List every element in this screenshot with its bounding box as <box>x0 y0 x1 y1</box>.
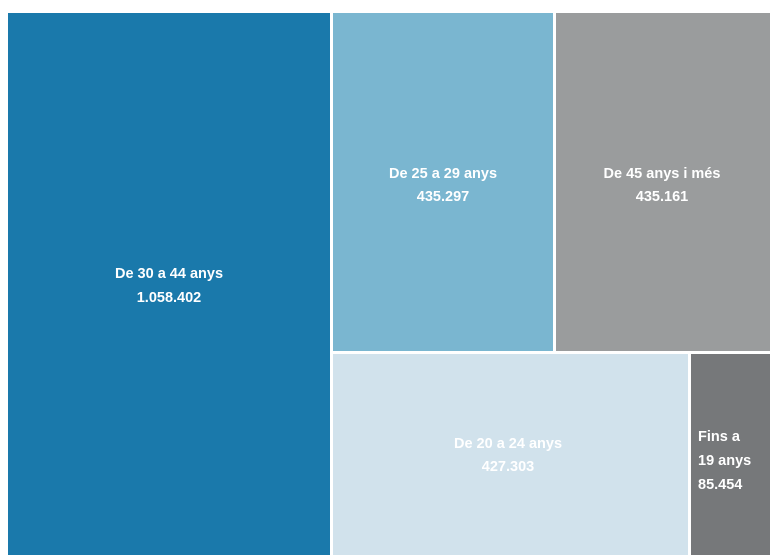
tile-value: 427.303 <box>482 459 534 475</box>
tile-rect <box>8 13 330 555</box>
tile-rect <box>333 354 688 555</box>
tile-fins-a-19-anys: Fins a 19 anys 85.454 <box>691 354 770 555</box>
tile-label: De 25 a 29 anys <box>389 166 497 182</box>
tile-value: 85.454 <box>698 477 742 493</box>
tile-de-45-anys-i-mes: De 45 anys i més 435.161 <box>556 13 770 351</box>
tile-value: 1.058.402 <box>137 290 202 306</box>
tile-label: De 20 a 24 anys <box>454 436 562 452</box>
tile-label-line-2: 19 anys <box>698 453 751 469</box>
tile-label: De 45 anys i més <box>604 166 721 182</box>
tile-label: De 30 a 44 anys <box>115 266 223 282</box>
tile-de-30-a-44-anys: De 30 a 44 anys 1.058.402 <box>8 13 330 555</box>
tile-value: 435.161 <box>636 189 688 205</box>
tile-de-25-a-29-anys: De 25 a 29 anys 435.297 <box>333 13 553 351</box>
tile-rect <box>333 13 553 351</box>
tile-rect <box>691 354 770 555</box>
tile-de-20-a-24-anys: De 20 a 24 anys 427.303 <box>333 354 688 555</box>
tile-label-line-1: Fins a <box>698 429 741 445</box>
tile-rect <box>556 13 770 351</box>
tile-value: 435.297 <box>417 189 469 205</box>
